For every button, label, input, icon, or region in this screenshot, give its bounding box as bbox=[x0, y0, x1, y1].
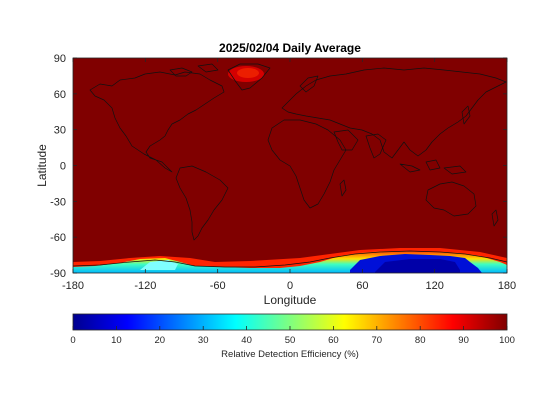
colorbar-tick-label: 0 bbox=[70, 335, 75, 346]
y-axis-label: Latitude bbox=[35, 144, 49, 187]
x-tick-label: 120 bbox=[425, 280, 443, 292]
region-greenland-core bbox=[237, 68, 259, 78]
y-tick-label: 90 bbox=[54, 53, 66, 65]
region-weddell-shelf bbox=[140, 260, 178, 270]
colorbar-tick-label: 90 bbox=[458, 335, 469, 346]
coastline-antarctica bbox=[73, 250, 507, 268]
efficiency-regions bbox=[73, 66, 507, 273]
coastline-india bbox=[365, 133, 387, 159]
coastline-australia bbox=[425, 181, 477, 217]
coastline-south-america bbox=[175, 165, 229, 241]
coastline-madagascar bbox=[339, 179, 347, 197]
colorbar-tick-label: 100 bbox=[499, 335, 515, 346]
colorbar-tick-label: 20 bbox=[155, 335, 166, 346]
colorbar-tick-label: 80 bbox=[415, 335, 426, 346]
coastline-japan bbox=[461, 105, 471, 125]
coastline-africa bbox=[267, 119, 347, 209]
coastline-eurasia bbox=[281, 67, 507, 159]
coastline-indonesia bbox=[399, 159, 467, 175]
colorbar-ticks: 0 10 20 30 40 50 60 70 80 90 100 bbox=[70, 326, 515, 346]
plot-background bbox=[73, 58, 507, 273]
x-tick-label: -60 bbox=[210, 280, 226, 292]
y-tick-label: -30 bbox=[50, 196, 66, 208]
coastline-new-zealand bbox=[491, 209, 499, 227]
colorbar-tick-label: 50 bbox=[285, 335, 296, 346]
colorbar-tick-label: 40 bbox=[241, 335, 252, 346]
x-tick-label: 60 bbox=[356, 280, 368, 292]
coastline-arctic-islands bbox=[169, 63, 219, 77]
colorbar-label: Relative Detection Efficiency (%) bbox=[221, 349, 359, 360]
y-tick-label: 30 bbox=[54, 125, 66, 137]
colorbar-tick-label: 60 bbox=[328, 335, 339, 346]
y-tick-label: -60 bbox=[50, 232, 66, 244]
y-tick-label: -90 bbox=[50, 268, 66, 280]
y-tick-label: 0 bbox=[60, 161, 66, 173]
y-tick-label: 60 bbox=[54, 89, 66, 101]
colorbar-tick-label: 10 bbox=[111, 335, 122, 346]
chart-title: 2025/02/04 Daily Average bbox=[219, 41, 361, 55]
coastline-scandinavia bbox=[299, 75, 319, 93]
x-axis-ticks: -180 -120 -60 0 60 120 180 bbox=[62, 58, 516, 292]
x-tick-label: 180 bbox=[498, 280, 516, 292]
x-tick-label: -120 bbox=[134, 280, 156, 292]
colorbar-tick-label: 70 bbox=[372, 335, 383, 346]
coastline-arabia bbox=[333, 129, 359, 151]
coastlines bbox=[73, 63, 507, 268]
coastline-north-america bbox=[89, 71, 225, 173]
coastline-greenland bbox=[227, 63, 271, 91]
x-axis-label: Longitude bbox=[264, 293, 317, 307]
y-axis-ticks: 90 60 30 0 -30 -60 -90 bbox=[50, 53, 507, 280]
x-tick-label: -180 bbox=[62, 280, 84, 292]
region-east-antarctica-core bbox=[375, 259, 460, 273]
colorbar-tick-label: 30 bbox=[198, 335, 209, 346]
x-tick-label: 0 bbox=[287, 280, 293, 292]
